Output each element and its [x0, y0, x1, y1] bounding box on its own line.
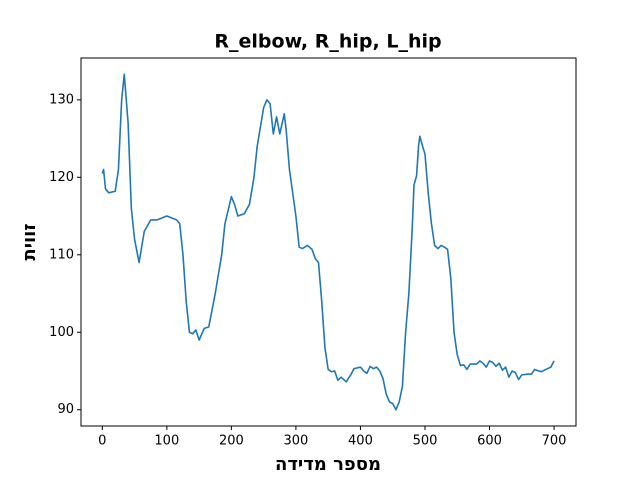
line [101, 73, 555, 411]
y-tick-label: 100 [49, 325, 74, 340]
x-tick-label: 300 [283, 434, 308, 449]
x-tick-label: 400 [348, 434, 373, 449]
y-tick-label: 120 [49, 170, 74, 185]
x-tick-label: 0 [98, 434, 106, 449]
x-tick-label: 700 [542, 434, 567, 449]
y-tick-label: 130 [49, 92, 74, 107]
y-tick-label: 90 [57, 402, 74, 417]
plot-frame [80, 57, 577, 427]
x-tick-label: 100 [154, 434, 179, 449]
y-tick-label: 110 [49, 247, 74, 262]
chart-title: R_elbow, R_hip, L_hip [214, 31, 441, 53]
x-tick-label: 500 [413, 434, 438, 449]
y-axis-label: זווית [19, 223, 40, 260]
x-axis-label: מספר מדידה [275, 454, 381, 475]
x-tick-label: 600 [477, 434, 502, 449]
x-tick-label: 200 [219, 434, 244, 449]
